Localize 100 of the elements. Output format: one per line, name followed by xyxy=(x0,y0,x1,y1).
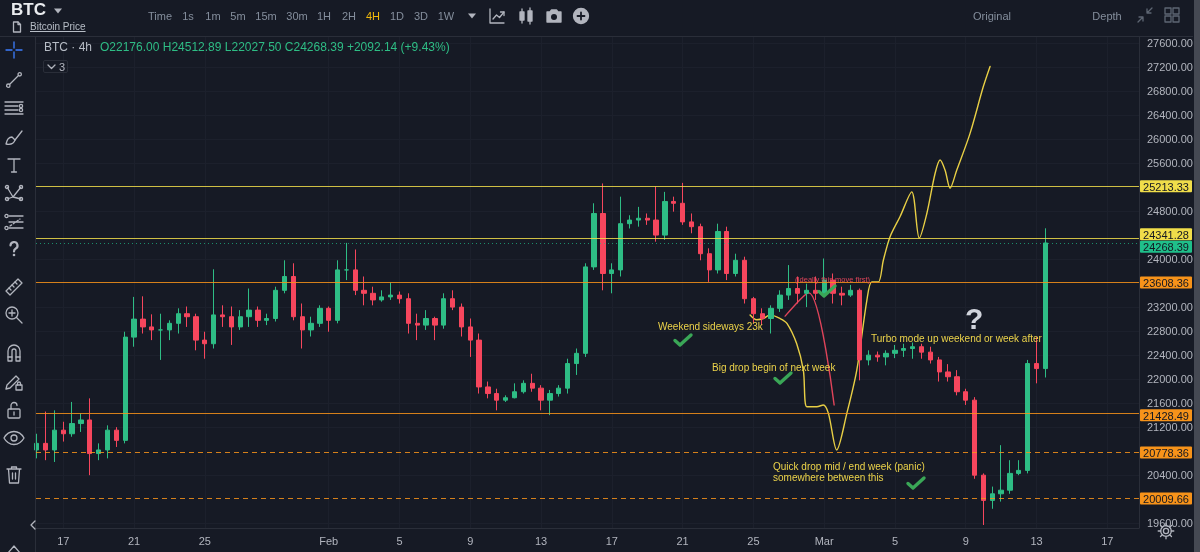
text: Time xyxy=(147,9,173,23)
candlestick xyxy=(556,384,561,398)
candlestick xyxy=(388,282,393,301)
candlestick xyxy=(476,333,482,395)
candlestick xyxy=(43,411,48,461)
candlestick xyxy=(698,223,703,261)
text: 2H xyxy=(341,9,357,23)
candlestick xyxy=(326,306,331,333)
candlestick xyxy=(406,292,411,335)
candlestick xyxy=(680,182,685,226)
candlestick xyxy=(645,212,650,226)
text: 15m xyxy=(255,9,277,23)
x-tick-label: 25 xyxy=(747,534,760,547)
y-tick-label: 26800.00 xyxy=(1147,85,1193,98)
text: 1m xyxy=(205,9,221,23)
candlestick xyxy=(600,182,606,291)
annotation: Quick drop mid / end week (panic) somewhere between this xyxy=(773,460,925,483)
candlestick xyxy=(61,421,66,443)
x-tick-label: Feb xyxy=(319,534,339,547)
candlestick xyxy=(866,349,871,366)
x-tick-label: 9 xyxy=(962,534,969,547)
candlestick xyxy=(415,313,420,341)
candlestick xyxy=(998,444,1004,503)
y-tick-label: 23200.00 xyxy=(1147,301,1193,314)
x-tick-label: 13 xyxy=(534,534,548,547)
candlestick xyxy=(273,286,278,323)
text: 3D xyxy=(413,9,429,23)
candlestick xyxy=(211,268,216,350)
ref-line-label: 21428.49 xyxy=(1143,409,1189,422)
ref-line-label: 23608.36 xyxy=(1143,277,1189,290)
candlestick xyxy=(264,313,269,326)
candlestick xyxy=(149,313,154,341)
candlestick xyxy=(901,343,906,358)
candlestick xyxy=(609,262,614,294)
candlestick xyxy=(238,309,243,331)
candlestick xyxy=(742,256,747,305)
candlestick xyxy=(919,343,924,360)
x-tick-label: 17 xyxy=(57,534,70,547)
annotation: Turbo mode up weekend or week after xyxy=(871,332,1042,345)
candlestick xyxy=(547,389,553,416)
candlestick xyxy=(857,288,862,381)
x-tick-label: 21 xyxy=(676,534,689,547)
candlestick xyxy=(255,306,261,328)
y-tick-label: 21200.00 xyxy=(1147,421,1193,434)
candlestick xyxy=(963,388,968,406)
candlestick xyxy=(123,331,128,444)
candlestick xyxy=(530,373,535,393)
candlestick xyxy=(167,319,172,341)
candlestick xyxy=(140,295,146,335)
y-tick-label: 24000.00 xyxy=(1147,253,1193,266)
candlestick xyxy=(282,259,287,294)
text: Depth xyxy=(1092,9,1122,23)
text: 30m xyxy=(286,9,308,23)
x-tick-label: 17 xyxy=(1101,534,1114,547)
candlestick xyxy=(653,185,659,243)
candlestick xyxy=(804,283,809,308)
candlestick xyxy=(583,262,588,358)
candlestick xyxy=(937,356,942,383)
candlestick xyxy=(96,442,101,461)
y-tick-label: 19600.00 xyxy=(1147,517,1193,530)
candlestick xyxy=(928,346,933,365)
candlestick xyxy=(981,472,986,526)
candlestick xyxy=(229,306,234,346)
text: Original xyxy=(973,9,1011,23)
candlestick xyxy=(627,214,632,229)
candlestick xyxy=(724,226,729,281)
text: 5m xyxy=(230,9,246,23)
candlestick xyxy=(521,379,526,395)
text: 1D xyxy=(389,9,405,23)
candlestick xyxy=(848,284,853,298)
y-tick-label: 27600.00 xyxy=(1147,37,1193,49)
candlestick xyxy=(397,291,402,305)
candlestick xyxy=(69,401,75,438)
candlestick xyxy=(1043,227,1048,378)
ref-line-label: 24341.28 xyxy=(1143,228,1189,241)
candlestick xyxy=(689,212,694,234)
candlestick xyxy=(335,259,340,324)
candlestick xyxy=(361,276,367,306)
y-tick-label: 27200.00 xyxy=(1147,61,1193,74)
text: 4H xyxy=(365,9,381,23)
candlestick xyxy=(423,309,429,331)
annotation: Weekend sideways 23k xyxy=(658,320,763,333)
y-tick-label: 24800.00 xyxy=(1147,205,1193,218)
candlestick xyxy=(344,242,349,281)
candlestick xyxy=(353,248,358,296)
candlestick xyxy=(468,318,473,358)
candlestick xyxy=(131,296,137,348)
annotation: 3 xyxy=(58,60,66,73)
candlestick xyxy=(636,206,641,228)
candlestick xyxy=(432,316,438,341)
y-tick-label: 26000.00 xyxy=(1147,133,1193,146)
candlestick xyxy=(1025,359,1030,474)
chart-title: BTC xyxy=(11,0,46,20)
x-tick-label: 5 xyxy=(891,534,899,547)
candlestick xyxy=(246,288,252,328)
x-tick-label: Mar xyxy=(814,534,834,547)
candlestick xyxy=(78,412,84,433)
candlestick xyxy=(176,307,181,335)
candlestick xyxy=(892,344,898,359)
y-tick-label: 22400.00 xyxy=(1147,349,1193,362)
